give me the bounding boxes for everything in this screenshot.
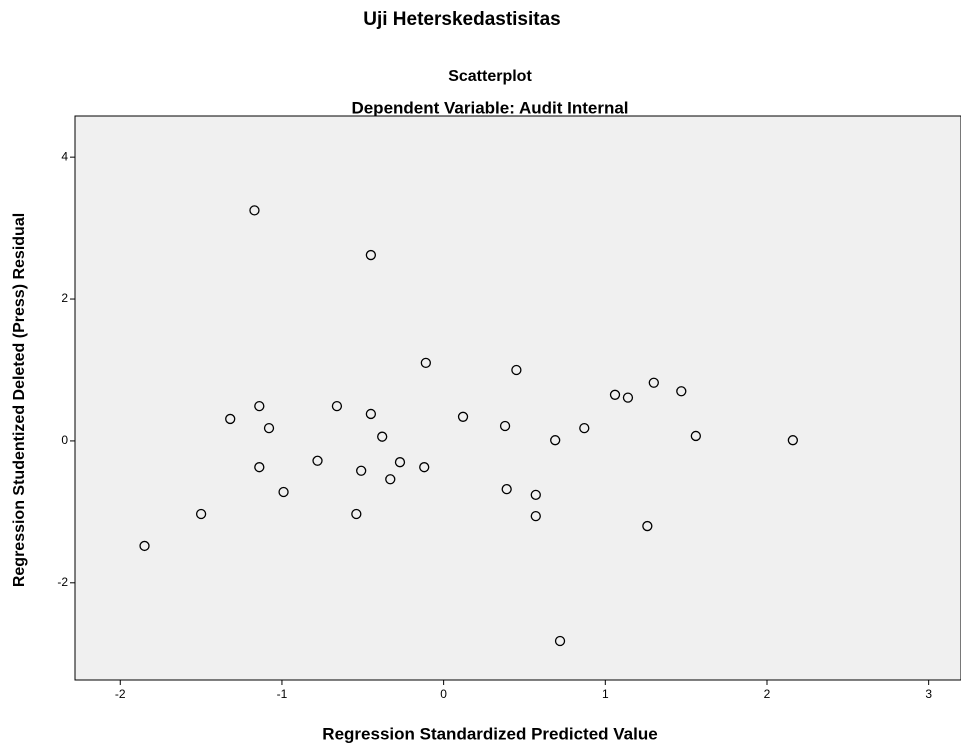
point — [609, 389, 621, 400]
point — [550, 435, 561, 446]
point — [249, 205, 260, 216]
point — [195, 508, 207, 520]
chart-subtitle: Dependent Variable: Audit Internal — [351, 98, 628, 117]
point — [254, 462, 265, 473]
point — [139, 540, 150, 552]
point — [225, 413, 236, 425]
x-tick-label: 0 — [440, 687, 447, 701]
point — [419, 462, 430, 473]
point — [394, 457, 406, 468]
point — [365, 249, 377, 261]
point — [579, 423, 590, 434]
y-tick-label: 4 — [61, 149, 68, 163]
point — [331, 401, 343, 412]
page-heading: Uji Heterskedastisitas — [363, 9, 561, 30]
point — [787, 435, 799, 446]
point — [377, 431, 388, 442]
point — [622, 392, 634, 403]
point — [385, 474, 396, 485]
point — [501, 484, 512, 495]
point — [511, 364, 522, 376]
y-tick-label: -2 — [57, 575, 68, 589]
x-tick-label: -2 — [115, 687, 126, 701]
point — [690, 430, 701, 442]
point — [263, 423, 275, 434]
point — [642, 520, 653, 532]
x-tick-label: 1 — [602, 687, 609, 701]
plot-area — [74, 115, 961, 681]
point — [530, 489, 541, 500]
y-tick-label: 0 — [61, 433, 68, 447]
point — [676, 386, 687, 397]
point — [254, 401, 265, 412]
x-tick-label: 3 — [925, 687, 932, 701]
point — [457, 411, 469, 422]
point — [499, 420, 511, 432]
y-tick-label: 2 — [61, 291, 68, 305]
point — [420, 357, 431, 369]
point — [278, 486, 289, 498]
point — [554, 635, 566, 647]
x-tick-label: -1 — [277, 687, 288, 701]
point — [648, 377, 659, 388]
point — [356, 465, 367, 476]
point — [312, 455, 323, 466]
x-tick-label: 2 — [764, 687, 771, 701]
chart-title: Scatterplot — [448, 68, 532, 85]
point — [365, 408, 377, 420]
x-axis-label: Regression Standardized Predicted Value — [322, 724, 657, 743]
y-axis-label: Regression Studentized Deleted (Press) R… — [11, 213, 28, 587]
point — [351, 508, 362, 520]
point — [530, 510, 541, 522]
